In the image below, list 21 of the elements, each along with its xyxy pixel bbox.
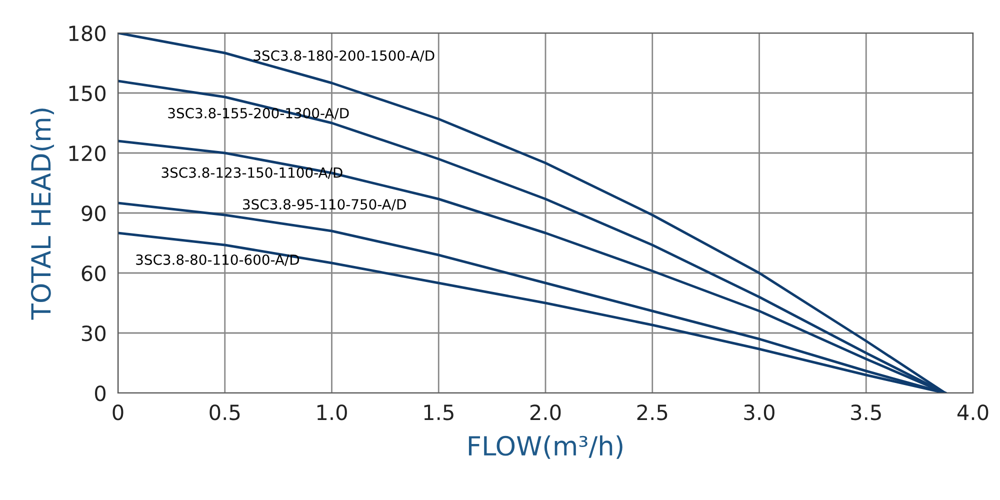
series-label: 3SC3.8-180-200-1500-A/D: [254, 50, 434, 62]
x-tick-label: 0.5: [210, 404, 240, 420]
y-tick-label: 120: [69, 145, 106, 162]
x-tick-label: 3.5: [851, 404, 881, 420]
y-tick-label: 0: [95, 385, 106, 402]
x-tick-label: 1.0: [317, 404, 347, 420]
y-tick-label: 30: [82, 325, 106, 342]
series-label: 3SC3.8-95-110-750-A/D: [243, 199, 406, 211]
y-axis-title: TOTAL HEAD(m): [30, 108, 54, 320]
y-tick-label: 150: [69, 85, 106, 102]
x-tick-label: 1.5: [424, 404, 454, 420]
x-tick-label: 2.0: [530, 404, 561, 420]
y-tick-label: 60: [82, 265, 106, 282]
x-tick-label: 4.0: [957, 404, 988, 420]
x-tick-label: 2.5: [637, 404, 668, 420]
series-label: 3SC3.8-80-110-600-A/D: [136, 254, 300, 266]
y-tick-label: 90: [82, 205, 106, 222]
x-tick-label: 3.0: [744, 404, 774, 420]
y-tick-label: 180: [69, 25, 106, 42]
x-tick-label: 0: [112, 404, 124, 420]
x-axis-title: FLOW(m³/h): [468, 435, 622, 459]
